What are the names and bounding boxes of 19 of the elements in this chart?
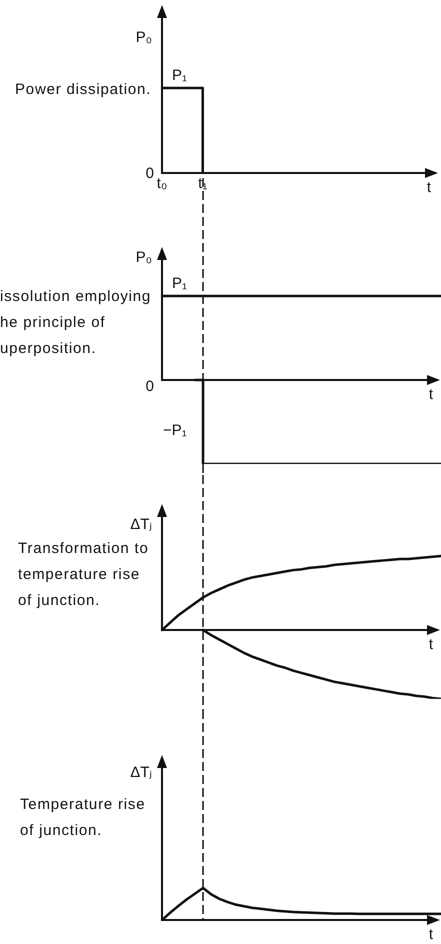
chart-title: Power dissipation.	[15, 80, 152, 100]
y-axis-title: P₀	[136, 249, 152, 267]
y-axis-title: ΔTⱼ	[130, 764, 152, 782]
annotation: P₁	[172, 275, 188, 293]
x-axis-title: t	[428, 386, 434, 403]
chart-title: Temperature rise of junction.	[20, 795, 146, 841]
text: 0	[146, 165, 154, 183]
x-axis-title: t	[428, 636, 434, 653]
y-axis-title: P₀	[136, 29, 152, 47]
text: 0	[146, 378, 154, 396]
y-axis-title: ΔTⱼ	[130, 516, 152, 534]
x-axis-title: t	[426, 179, 432, 196]
x-tick-label: t₁	[198, 175, 208, 192]
annotation: P₁	[172, 67, 188, 85]
annotation: −P₁	[163, 422, 187, 440]
x-tick-label: t₀	[156, 175, 168, 192]
x-axis-title: t	[428, 926, 434, 943]
text: issolution employing he principle of uperposition.	[0, 287, 152, 359]
text: Transformation to temperature rise of junction.	[18, 539, 149, 611]
